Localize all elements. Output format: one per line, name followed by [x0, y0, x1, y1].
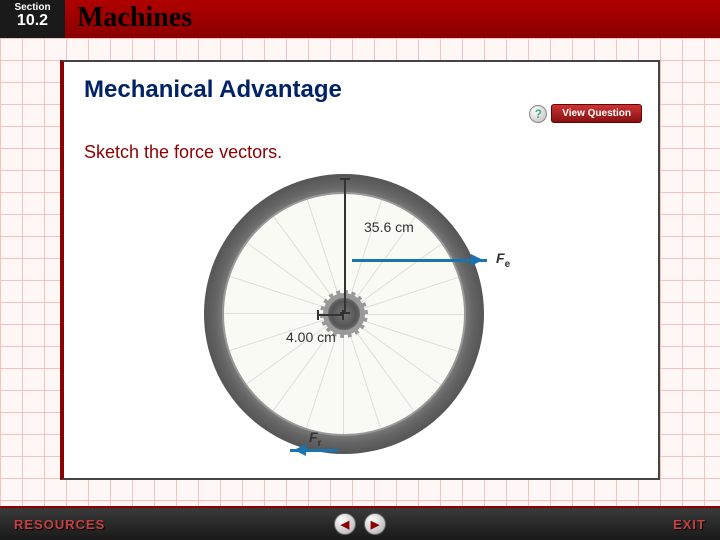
force-e-label: Fe [496, 250, 510, 270]
outer-radius-marker [344, 178, 346, 314]
content-panel: Mechanical Advantage ? View Question Ske… [60, 60, 660, 480]
force-r-label: Fr [309, 429, 321, 449]
resources-button[interactable]: RESOURCES [14, 517, 105, 532]
footer-bar: RESOURCES ◀ ▶ EXIT [0, 506, 720, 540]
spoke [343, 314, 466, 436]
page-heading: Mechanical Advantage [84, 76, 638, 104]
force-r-arrow [290, 449, 338, 452]
nav-arrows: ◀ ▶ [334, 513, 386, 535]
chapter-title: Machines [65, 0, 204, 38]
inner-radius-marker [317, 314, 344, 316]
next-button[interactable]: ▶ [364, 513, 386, 535]
outer-radius-label: 35.6 cm [364, 219, 414, 235]
prev-button[interactable]: ◀ [334, 513, 356, 535]
question-icon: ? [529, 105, 547, 123]
instruction-text: Sketch the force vectors. [84, 142, 638, 163]
force-e-arrow [352, 259, 487, 262]
inner-radius-label: 4.00 cm [286, 329, 336, 345]
view-question-label: View Question [551, 104, 642, 123]
spoke [344, 192, 466, 315]
section-box: Section 10.2 [0, 0, 65, 38]
spoke [222, 192, 345, 314]
wheel-figure: 35.6 cm 4.00 cm Fe Fr [204, 174, 514, 474]
section-number: 10.2 [0, 13, 65, 29]
header-bar: Section 10.2 Machines [0, 0, 720, 38]
spoke [222, 192, 345, 314]
exit-button[interactable]: EXIT [673, 517, 706, 532]
view-question-button[interactable]: ? View Question [529, 104, 642, 123]
spoke [344, 192, 466, 315]
